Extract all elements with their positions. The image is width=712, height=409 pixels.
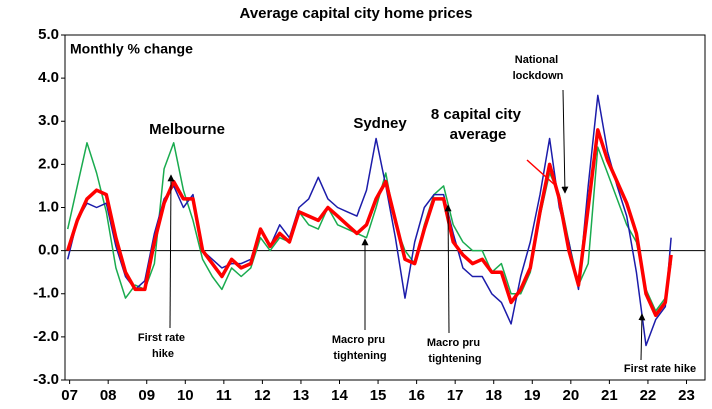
- y-tick-label: -2.0: [33, 328, 59, 345]
- plot-frame: [64, 34, 706, 381]
- annotation: National lockdown: [513, 54, 564, 82]
- x-tick-label: 16: [408, 387, 425, 404]
- x-tick-label: 07: [61, 387, 78, 404]
- y-tick-label: -1.0: [33, 285, 59, 302]
- y-tick-label: 1.0: [38, 198, 59, 215]
- annotation-arrow: [638, 313, 646, 361]
- x-tick-label: 08: [100, 387, 117, 404]
- series-label: Sydney: [353, 115, 407, 132]
- x-tick-label: 23: [678, 387, 695, 404]
- annotation: First rate hike: [138, 332, 188, 360]
- chart-title: Average capital city home prices: [240, 5, 473, 22]
- x-tick-label: 17: [447, 387, 464, 404]
- x-tick-label: 21: [601, 387, 618, 404]
- x-tick-label: 20: [562, 387, 579, 404]
- x-tick-label: 22: [640, 387, 657, 404]
- series-label: Melbourne: [149, 121, 225, 138]
- annotation: Macro pru tightening: [427, 337, 483, 365]
- y-tick-label: 2.0: [38, 155, 59, 172]
- y-tick-label: -3.0: [33, 371, 59, 388]
- y-tick-label: 5.0: [38, 26, 59, 43]
- annotation-arrow: [444, 204, 452, 334]
- annotation: First rate hike: [624, 363, 696, 375]
- x-tick-label: 13: [293, 387, 310, 404]
- y-axis-label: Monthly % change: [70, 41, 193, 57]
- x-tick-label: 11: [216, 387, 232, 404]
- x-tick-label: 10: [177, 387, 194, 404]
- y-tick-label: 3.0: [38, 112, 59, 129]
- annotation: Macro pru tightening: [332, 334, 388, 362]
- x-tick-label: 09: [138, 387, 155, 404]
- annotation-arrow: [561, 89, 569, 194]
- x-tick-label: 12: [254, 387, 271, 404]
- series-line: [66, 128, 673, 318]
- x-tick-label: 18: [485, 387, 502, 404]
- series-label: 8 capital city average: [431, 106, 525, 143]
- x-tick-label: 14: [331, 387, 348, 404]
- y-tick-label: 4.0: [38, 69, 59, 86]
- x-tick-label: 19: [524, 387, 541, 404]
- y-tick-label: 0.0: [38, 242, 59, 259]
- label-arrow: [526, 159, 557, 187]
- annotation-arrow: [167, 174, 175, 329]
- x-tick-label: 15: [370, 387, 387, 404]
